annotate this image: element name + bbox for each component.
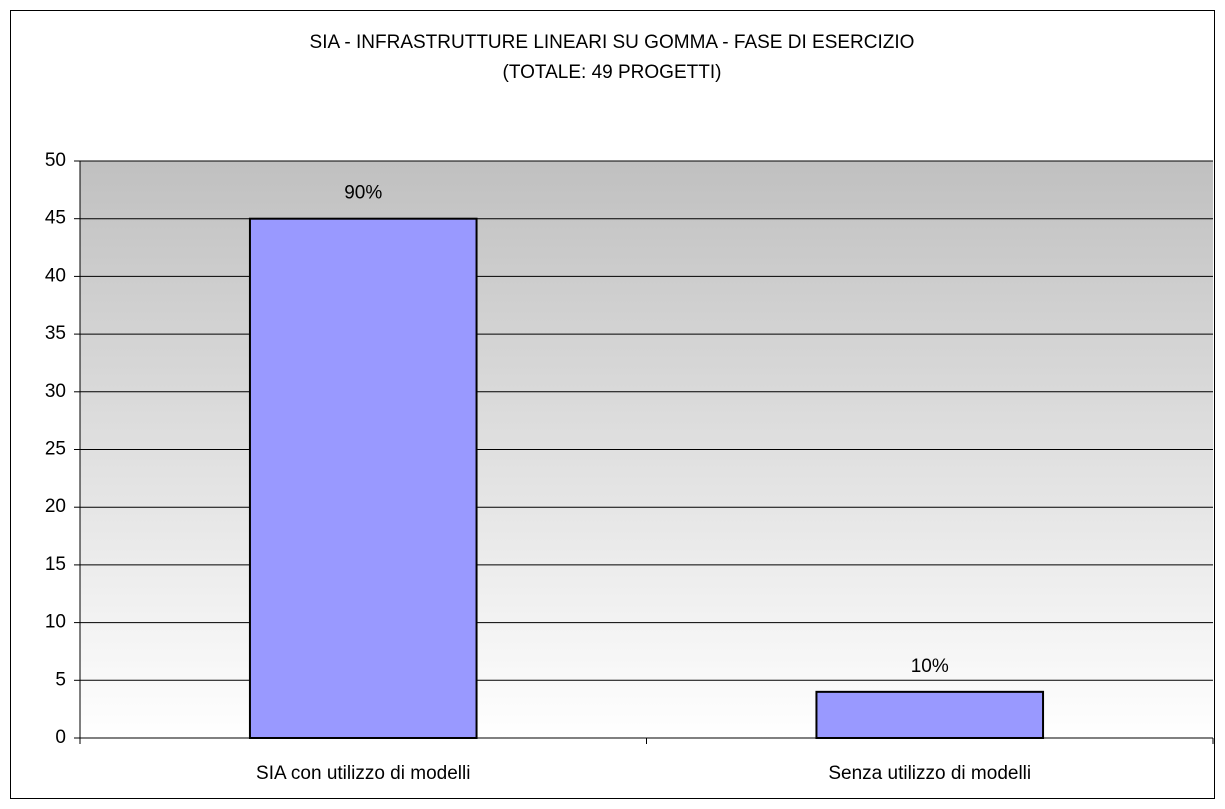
bar xyxy=(248,217,478,739)
y-tick-label: 15 xyxy=(45,554,66,575)
x-tick-label: Senza utilizzo di modelli xyxy=(828,763,1031,784)
y-tick-label: 20 xyxy=(45,496,66,517)
chart-title: SIA - INFRASTRUTTURE LINEARI SU GOMMA - … xyxy=(310,32,915,53)
y-tick-label: 45 xyxy=(45,208,66,229)
y-tick-label: 10 xyxy=(45,612,66,633)
y-tick-label: 50 xyxy=(45,150,66,171)
y-tick-label: 40 xyxy=(45,265,66,286)
chart-subtitle: (TOTALE: 49 PROGETTI) xyxy=(503,62,722,83)
annotation: 10% xyxy=(911,656,949,677)
y-tick-label: 5 xyxy=(55,669,66,690)
y-tick-label: 25 xyxy=(45,439,66,460)
y-tick-label: 0 xyxy=(55,727,66,748)
annotation: 90% xyxy=(344,183,382,204)
y-tick-label: 35 xyxy=(45,323,66,344)
bar xyxy=(815,690,1045,740)
y-tick-label: 30 xyxy=(45,381,66,402)
x-tick-label: SIA con utilizzo di modelli xyxy=(256,763,470,784)
